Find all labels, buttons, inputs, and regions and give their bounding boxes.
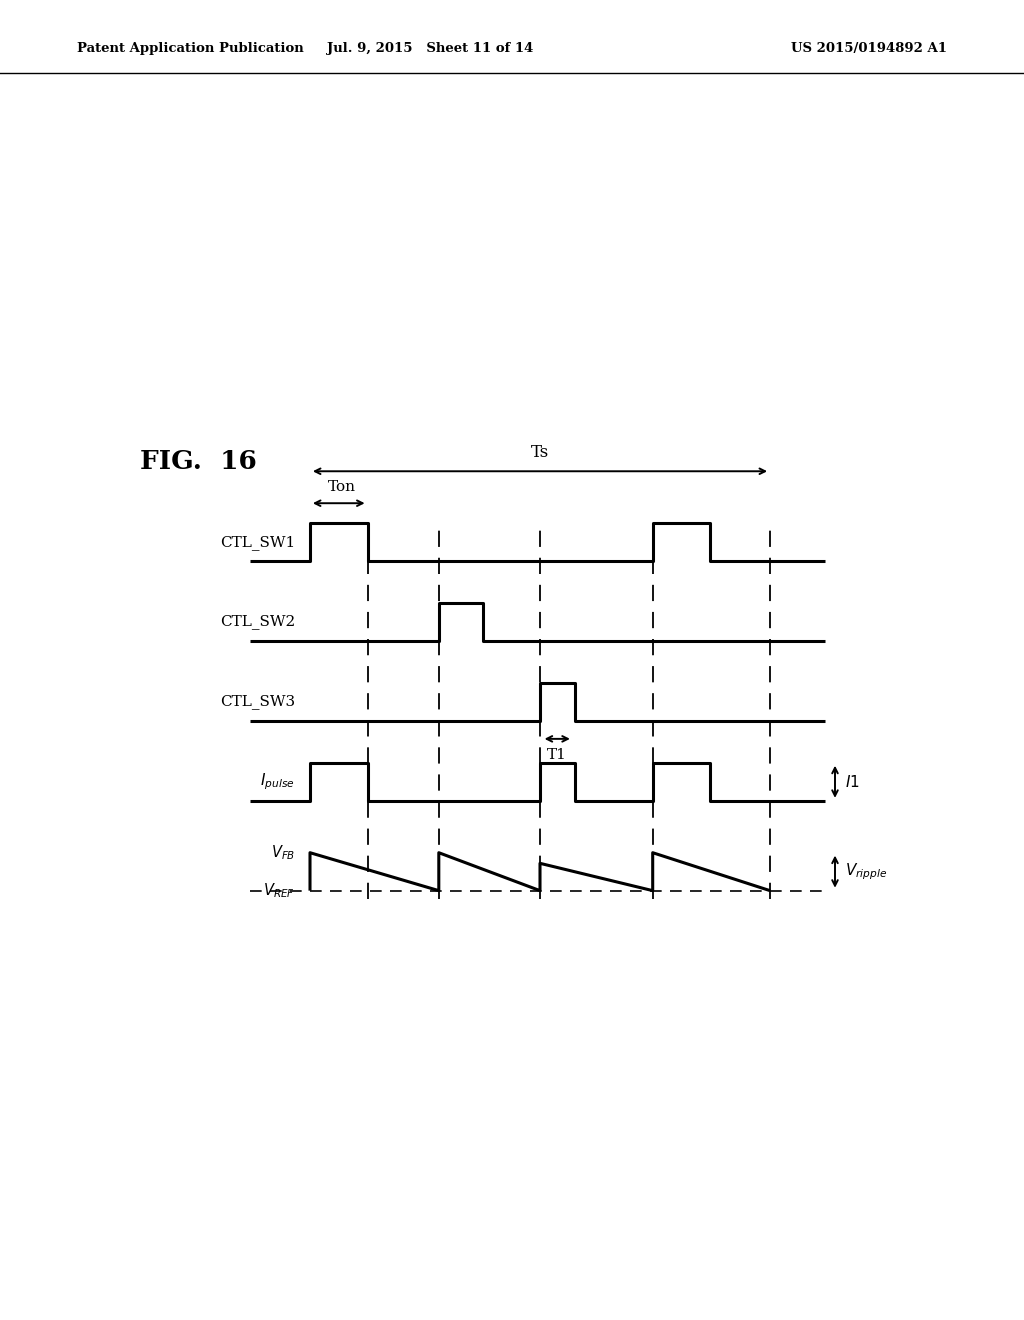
Text: $I1$: $I1$: [845, 774, 860, 789]
Text: $V_{REF}$: $V_{REF}$: [263, 882, 295, 900]
Text: FIG.  16: FIG. 16: [140, 449, 257, 474]
Text: $V_{FB}$: $V_{FB}$: [270, 843, 295, 862]
Text: Patent Application Publication: Patent Application Publication: [77, 41, 303, 54]
Text: T1: T1: [547, 748, 567, 762]
Text: US 2015/0194892 A1: US 2015/0194892 A1: [792, 41, 947, 54]
Text: Jul. 9, 2015   Sheet 11 of 14: Jul. 9, 2015 Sheet 11 of 14: [327, 41, 534, 54]
Text: $I_{pulse}$: $I_{pulse}$: [260, 771, 295, 792]
Text: CTL_SW2: CTL_SW2: [220, 615, 295, 630]
Text: CTL_SW1: CTL_SW1: [220, 535, 295, 549]
Text: CTL_SW3: CTL_SW3: [220, 694, 295, 709]
Text: Ts: Ts: [530, 445, 549, 461]
Text: Ton: Ton: [328, 480, 355, 494]
Text: $V_{ripple}$: $V_{ripple}$: [845, 862, 888, 882]
